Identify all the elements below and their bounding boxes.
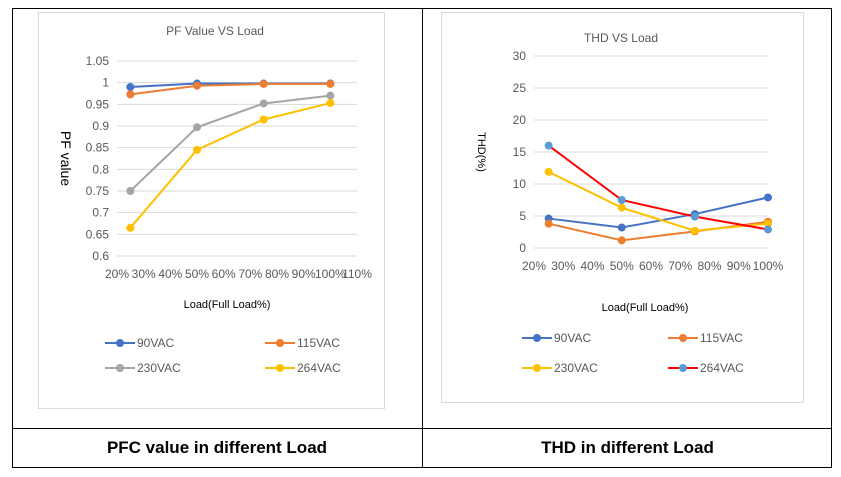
legend-marker-90vac — [533, 334, 541, 342]
y-tick-label: 1.05 — [86, 54, 110, 68]
x-tick-label: 30% — [132, 267, 156, 281]
legend-label-90vac: 90VAC — [554, 331, 591, 345]
legend-marker-264vac — [679, 364, 687, 372]
data-point-264vac — [544, 141, 553, 150]
data-point-230vac — [326, 91, 335, 100]
row-divider — [12, 428, 832, 429]
legend-label-264vac: 264VAC — [297, 361, 341, 375]
series-line-230vac — [548, 170, 769, 232]
legend-marker-90vac — [116, 339, 124, 347]
x-tick-label: 60% — [639, 259, 663, 273]
data-point-115vac — [259, 79, 268, 88]
legend-marker-115vac — [679, 334, 687, 342]
pf-chart: PF Value VS Load 0.6 0.65 0.7 0.75 0.8 0.85 0.9… — [38, 12, 385, 409]
legend-marker-115vac — [276, 339, 284, 347]
x-tick-label: 50% — [185, 267, 209, 281]
x-axis-title: Load(Full Load%) — [602, 302, 689, 314]
y-tick-label: 0.8 — [92, 162, 109, 176]
series-line-115vac — [130, 82, 331, 96]
pfc-caption: PFC value in different Load — [106, 438, 328, 457]
y-tick-label: 0.9 — [92, 119, 109, 133]
x-tick-label: 50% — [610, 259, 634, 273]
thd-chart: THD VS Load 0 5 10 15 20 25 30 20% 30% 40% 50% 60% 70… — [441, 12, 804, 403]
legend-label-230vac: 230VAC — [137, 361, 181, 375]
data-point-264vac — [617, 196, 626, 204]
data-point-230vac — [193, 123, 201, 132]
legend-marker-230vac — [533, 364, 541, 372]
y-tick-label: 0.7 — [92, 206, 109, 220]
x-tick-label: 30% — [551, 259, 575, 273]
thd-caption: THD in different Load — [541, 438, 714, 457]
legend-label-230vac: 230VAC — [554, 361, 598, 375]
x-tick-label: 80% — [697, 259, 721, 273]
series-line-90vac — [548, 196, 769, 229]
x-tick-label: 90% — [292, 267, 316, 281]
data-point-264vac — [690, 212, 699, 221]
data-point-90vac — [617, 223, 626, 232]
x-tick-label: 20% — [522, 259, 546, 273]
x-tick-label: 20% — [105, 267, 129, 281]
y-tick-label: 0.75 — [86, 184, 110, 198]
y-tick-label: 0.65 — [86, 227, 110, 241]
chart-title: PF Value VS Load — [166, 24, 264, 38]
data-point-230vac — [764, 219, 772, 228]
data-point-115vac — [544, 219, 553, 228]
y-tick-label: 25 — [513, 81, 527, 95]
data-point-90vac — [126, 83, 135, 91]
data-point-90vac — [764, 193, 772, 202]
y-tick-label: 20 — [513, 113, 527, 127]
thd-chart-svg: THD VS Load 0 5 10 15 20 25 30 20% 30% 40% 50% 60% 70… — [475, 31, 784, 375]
x-tick-label: 100% — [315, 267, 346, 281]
legend-label-264vac: 264VAC — [700, 361, 744, 375]
pf-chart-svg: PF Value VS Load 0.6 0.65 0.7 0.75 0.8 0.85 0.9… — [58, 24, 372, 375]
legend-label-90vac: 90VAC — [137, 336, 174, 350]
y-tick-label: 0.95 — [86, 97, 110, 111]
chart-title: THD VS Load — [584, 31, 658, 45]
x-tick-label: 40% — [580, 259, 604, 273]
data-point-115vac — [326, 79, 335, 88]
data-point-230vac — [617, 203, 626, 212]
x-axis-title: Load(Full Load%) — [184, 299, 271, 311]
data-point-264vac — [326, 99, 335, 108]
y-tick-label: 0.6 — [92, 249, 109, 263]
legend-label-115vac: 115VAC — [700, 331, 743, 345]
y-tick-label: 1 — [102, 76, 109, 90]
x-tick-label: 90% — [727, 259, 751, 273]
x-tick-label: 70% — [238, 267, 262, 281]
x-tick-label: 110% — [342, 267, 372, 281]
legend-marker-230vac — [116, 364, 124, 372]
x-tick-label: 40% — [158, 267, 182, 281]
series-line-264vac — [548, 144, 769, 231]
y-tick-label: 15 — [513, 145, 527, 159]
series-line-230vac — [129, 94, 331, 192]
x-tick-label: 70% — [668, 259, 692, 273]
data-point-115vac — [126, 90, 135, 99]
data-point-230vac — [259, 99, 268, 108]
data-point-264vac — [193, 145, 201, 154]
y-axis-title: THD(%) — [475, 132, 487, 172]
data-point-115vac — [617, 236, 626, 245]
y-tick-label: 30 — [513, 49, 527, 63]
legend-label-115vac: 115VAC — [297, 336, 340, 350]
data-point-264vac — [126, 223, 135, 232]
data-point-230vac — [126, 187, 135, 195]
data-point-264vac — [259, 115, 268, 124]
y-tick-label: 0.85 — [86, 141, 110, 155]
x-tick-label: 80% — [265, 267, 289, 281]
y-axis-title: PF value — [58, 131, 74, 186]
y-tick-label: 10 — [513, 177, 527, 191]
data-point-115vac — [193, 81, 201, 90]
y-tick-label: 5 — [519, 209, 526, 223]
x-tick-label: 100% — [753, 259, 784, 273]
x-tick-label: 60% — [212, 267, 236, 281]
data-point-264vac — [764, 225, 772, 234]
data-point-230vac — [690, 226, 699, 235]
series-line-264vac — [129, 102, 331, 229]
data-point-230vac — [544, 167, 553, 176]
y-tick-label: 0 — [519, 241, 526, 255]
legend-marker-264vac — [276, 364, 284, 372]
column-divider — [422, 8, 423, 468]
